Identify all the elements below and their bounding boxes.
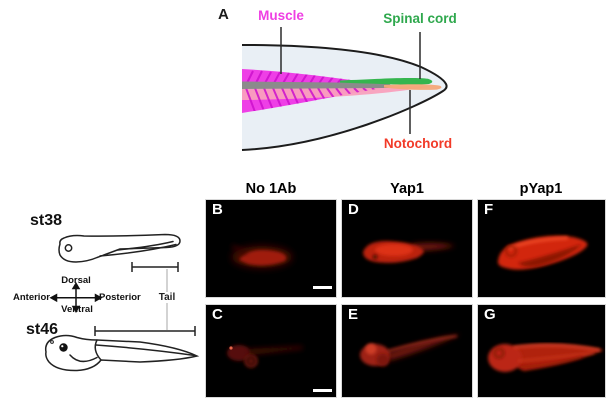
tail-label: Tail: [156, 292, 178, 303]
notochord-label: Notochord: [383, 136, 453, 151]
stage-label-st38: st38: [30, 212, 63, 229]
compass-posterior-label: Posterior: [99, 292, 141, 303]
panel-letter: D: [348, 201, 359, 218]
compass-arrows: [49, 282, 103, 313]
micrograph-panel-c: C: [205, 304, 337, 398]
panel-letter: G: [484, 306, 496, 323]
scale-bar: [313, 389, 332, 392]
notochord-shaft: [242, 81, 391, 89]
embryo-fluorescence-b: [231, 244, 292, 268]
tail-fin-body: [242, 45, 447, 150]
column-header-no1ab: No 1Ab: [245, 181, 297, 197]
st46-tail-bracket: [94, 326, 196, 336]
scale-bar: [313, 286, 332, 289]
embryo-fluorescence-c: [227, 345, 303, 368]
panel-a-letter: A: [218, 6, 229, 23]
embryo-fluorescence-f: [497, 235, 588, 270]
column-header-pyap1: pYap1: [519, 181, 563, 197]
panel-letter: E: [348, 306, 359, 323]
micrograph-panel-g: G: [477, 304, 606, 398]
stage-label-st46: st46: [26, 321, 59, 338]
micrograph-panel-d: D: [341, 199, 473, 298]
micrograph-panel-b: B: [205, 199, 337, 298]
embryo-fluorescence-e: [360, 334, 461, 367]
compass-anterior-label: Anterior: [13, 292, 50, 303]
micrograph-panel-f: F: [477, 199, 606, 298]
micrograph-panel-e: E: [341, 304, 473, 398]
compass-dorsal-label: Dorsal: [61, 275, 91, 286]
st38-tadpole-drawing: [58, 233, 181, 263]
panel-letter: B: [212, 201, 223, 218]
panel-letter: C: [212, 306, 223, 323]
column-header-yap1: Yap1: [390, 181, 424, 197]
spinal-cord-label: Spinal cord: [383, 11, 457, 26]
st46-tadpole-drawing: [44, 334, 200, 372]
panel-letter: F: [484, 201, 494, 218]
embryo-fluorescence-g: [488, 343, 604, 372]
tail-fin-outline: [241, 44, 448, 151]
notochord-halo: [242, 85, 430, 100]
tail-schematic: [241, 27, 448, 151]
muscle-label: Muscle: [258, 8, 304, 23]
spinal-cord-shape: [340, 78, 433, 85]
embryo-fluorescence-d: [363, 241, 455, 263]
notochord-tip-shape: [384, 84, 442, 90]
st38-tail-bracket: [131, 262, 179, 272]
